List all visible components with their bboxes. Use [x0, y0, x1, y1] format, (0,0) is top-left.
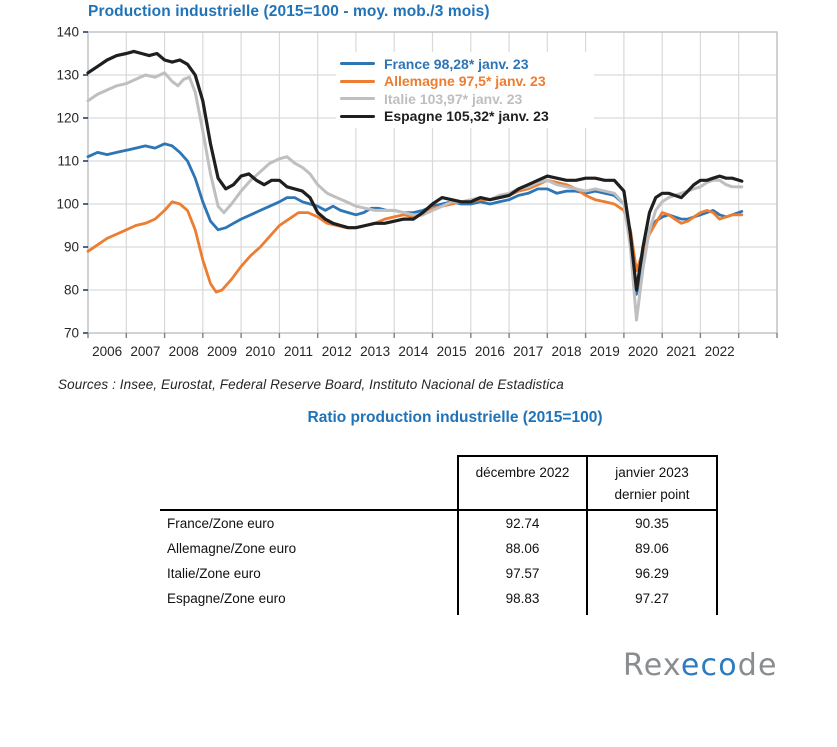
svg-text:2021: 2021: [666, 344, 696, 359]
italie-dec-value: 97.57: [457, 561, 588, 586]
svg-text:90: 90: [64, 240, 79, 255]
table-title: Ratio production industrielle (2015=100): [307, 409, 603, 426]
allemagne-jan-value: 89.06: [586, 536, 718, 561]
logo-part-de: de: [737, 648, 778, 683]
ratio-table-container: décembre 2022 janvier 2023 dernier point…: [160, 455, 718, 615]
svg-text:2019: 2019: [590, 344, 620, 359]
table-row: France/Zone euro 92.74 90.35: [160, 510, 718, 536]
legend-label-france: France 98,28* janv. 23: [384, 55, 529, 72]
svg-text:2007: 2007: [130, 344, 160, 359]
rexecode-logo: Rexecode: [623, 648, 778, 683]
header-december-2022: décembre 2022: [457, 455, 588, 511]
espagne-line-swatch-icon: [340, 114, 375, 118]
table-header-row: décembre 2022 janvier 2023 dernier point: [160, 455, 718, 511]
espagne-jan-value: 97.27: [586, 586, 718, 611]
header-january-2023-line2: dernier point: [614, 487, 690, 502]
sources-note: Sources : Insee, Eurostat, Federal Reser…: [58, 377, 564, 392]
allemagne-dec-value: 88.06: [457, 536, 588, 561]
table-row: Espagne/Zone euro 98.83 97.27: [160, 586, 718, 611]
svg-text:2015: 2015: [437, 344, 467, 359]
header-empty-cell: [160, 456, 458, 511]
header-january-2023-line1: janvier 2023: [615, 465, 689, 480]
svg-text:2012: 2012: [322, 344, 352, 359]
row-label-espagne: Espagne/Zone euro: [167, 591, 286, 606]
allemagne-line-swatch-icon: [340, 79, 375, 83]
svg-text:2022: 2022: [705, 344, 735, 359]
italie-line-swatch-icon: [340, 97, 375, 101]
svg-text:80: 80: [64, 283, 79, 298]
svg-text:2016: 2016: [475, 344, 505, 359]
table-row: Allemagne/Zone euro 88.06 89.06: [160, 536, 718, 561]
row-label-italie: Italie/Zone euro: [167, 566, 261, 581]
table-bottom-spacer: [160, 611, 718, 615]
legend-label-italie: Italie 103,97* janv. 23: [384, 90, 523, 107]
svg-text:140: 140: [56, 25, 79, 40]
france-line-swatch-icon: [340, 62, 375, 66]
table-row: Italie/Zone euro 97.57 96.29: [160, 561, 718, 586]
chart-legend: France 98,28* janv. 23 Allemagne 97,5* j…: [336, 52, 594, 128]
legend-row-france: France 98,28* janv. 23: [340, 55, 590, 73]
espagne-dec-value: 98.83: [457, 586, 588, 611]
legend-row-italie: Italie 103,97* janv. 23: [340, 90, 590, 108]
row-label-allemagne: Allemagne/Zone euro: [167, 541, 297, 556]
chart-title: Production industrielle (2015=100 - moy.…: [88, 3, 490, 20]
svg-text:70: 70: [64, 326, 79, 341]
row-label-france: France/Zone euro: [167, 516, 275, 531]
svg-text:2006: 2006: [92, 344, 122, 359]
legend-label-allemagne: Allemagne 97,5* janv. 23: [384, 73, 546, 90]
svg-text:2017: 2017: [513, 344, 543, 359]
legend-label-espagne: Espagne 105,32* janv. 23: [384, 108, 549, 125]
legend-row-espagne: Espagne 105,32* janv. 23: [340, 108, 590, 126]
svg-text:2011: 2011: [284, 344, 313, 359]
svg-text:2009: 2009: [207, 344, 237, 359]
svg-text:130: 130: [56, 68, 79, 83]
france-dec-value: 92.74: [457, 510, 588, 536]
svg-text:2008: 2008: [169, 344, 199, 359]
svg-text:2010: 2010: [245, 344, 275, 359]
header-january-2023: janvier 2023 dernier point: [586, 455, 718, 511]
logo-part-eco: eco: [680, 648, 738, 683]
production-chart: 70 80 90 100 110 120 130 140 2006 2007 2008 2009 201…: [56, 25, 778, 359]
svg-text:100: 100: [56, 197, 79, 212]
logo-part-rex: Rex: [623, 648, 681, 683]
svg-text:2018: 2018: [551, 344, 581, 359]
svg-text:110: 110: [57, 154, 79, 169]
svg-text:2020: 2020: [628, 344, 658, 359]
france-jan-value: 90.35: [586, 510, 718, 536]
legend-row-allemagne: Allemagne 97,5* janv. 23: [340, 73, 590, 91]
svg-text:120: 120: [56, 111, 79, 126]
ratio-table: décembre 2022 janvier 2023 dernier point…: [160, 455, 718, 615]
italie-jan-value: 96.29: [586, 561, 718, 586]
svg-text:2013: 2013: [360, 344, 390, 359]
svg-text:2014: 2014: [398, 344, 429, 359]
